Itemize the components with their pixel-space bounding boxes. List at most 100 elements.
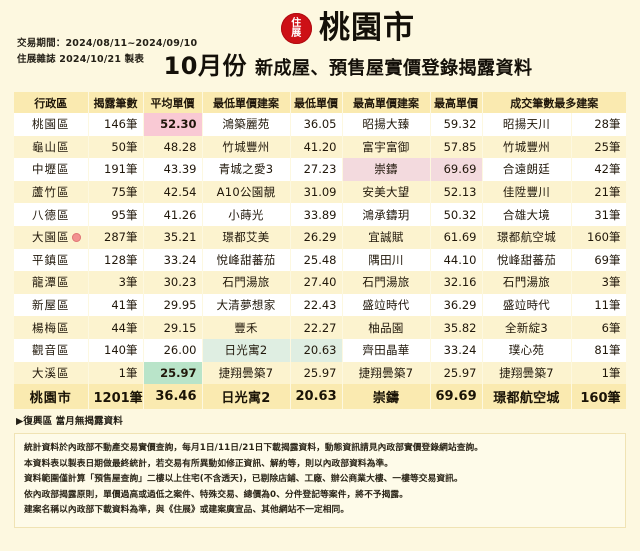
cell-highest-project: 捷翔曇築7	[341, 361, 430, 385]
cell-highest-price: 33.24	[430, 338, 482, 362]
cell-lowest-price: 41.20	[290, 135, 342, 159]
cell-district: 龜山區	[14, 135, 88, 159]
total-most-count: 160筆	[571, 384, 626, 410]
cell-count: 44筆	[88, 316, 143, 339]
cell-most-count: 1筆	[571, 361, 626, 385]
cell-district: 桃園區	[14, 113, 88, 136]
col-count: 揭露筆數	[88, 92, 144, 113]
cell-highest-project: 宜誠賦	[341, 225, 430, 249]
cell-most-count: 69筆	[571, 248, 626, 272]
cell-lowest-price: 25.97	[290, 361, 342, 385]
cell-district: 龍潭區	[14, 271, 88, 294]
cell-highest-project: 崇鑄	[341, 158, 430, 181]
report-header: 交易期間：2024/08/11~2024/09/10 住展雜誌 2024/10/…	[14, 0, 626, 92]
cell-district: 中壢區	[14, 158, 88, 181]
page-title: 桃園市	[319, 10, 415, 46]
cell-most-count: 6筆	[571, 316, 626, 339]
cell-avg-price: 41.26	[143, 203, 202, 226]
cell-most-project: 竹城豐州	[481, 135, 571, 159]
cell-lowest-price: 26.29	[290, 225, 342, 249]
table-row: 蘆竹區 75筆 42.54 A10公園靚 31.09 安美大望 52.13 佳陞豐川 21筆	[14, 180, 626, 204]
table-header-row: 行政區 揭露筆數 平均單價 最低單價建案 最低單價 最高單價建案 最高單價 成交…	[14, 92, 626, 113]
cell-avg-price: 29.95	[143, 293, 202, 317]
cell-highest-project: 盛竝時代	[341, 293, 430, 317]
cell-highest-project: 富宇富御	[341, 135, 430, 159]
cell-most-project: 璟都航空城	[481, 225, 571, 249]
total-lowest-project: 日光寓2	[201, 384, 290, 410]
no-data-note: ▶復興區 當月無揭露資料	[16, 416, 123, 428]
cell-highest-project: 昭揚大臻	[341, 113, 430, 136]
cell-avg-price: 25.97	[143, 361, 202, 385]
cell-most-project: 全新綻3	[481, 316, 571, 339]
cell-highest-price: 32.16	[430, 271, 482, 294]
cell-avg-price: 30.23	[143, 271, 202, 294]
total-most-project: 璟都航空城	[481, 384, 571, 410]
cell-lowest-project: 悅峰甜蕃茄	[201, 248, 290, 272]
publisher-date: 住展雜誌 2024/10/21 製表	[17, 54, 145, 65]
cell-highest-project: 安美大望	[341, 180, 430, 204]
table-row: 大園區 287筆 35.21 璟都艾美 26.29 宜誠賦 61.69 璟都航空城 160筆	[14, 225, 626, 249]
table-row: 龜山區 50筆 48.28 竹城豐州 41.20 富宇富御 57.85 竹城豐州 25筆	[14, 135, 626, 159]
cell-highest-project: 隅田川	[341, 248, 430, 272]
table-body: 桃園區 146筆 52.30 鴻築麗苑 36.05 昭揚大臻 59.32 昭揚天川 28筆 龜山區…	[14, 113, 626, 410]
cell-most-count: 160筆	[571, 225, 626, 249]
cell-lowest-price: 20.63	[290, 338, 342, 362]
cell-lowest-price: 25.48	[290, 248, 342, 272]
table-row: 觀音區 140筆 26.00 日光寓2 20.63 齊田晶華 33.24 璞心苑 81筆	[14, 338, 626, 362]
total-count: 1201筆	[88, 384, 143, 410]
cell-avg-price: 35.21	[143, 225, 202, 249]
cell-most-project: 悅峰甜蕃茄	[481, 248, 571, 272]
cell-most-project: 盛竝時代	[481, 293, 571, 317]
footnote-line: 本資料表以製表日期做最終統計，若交易有所異動如修正資訊、解約等，則以內政部資料為…	[24, 458, 394, 469]
cell-count: 146筆	[88, 113, 143, 136]
table-row: 桃園區 146筆 52.30 鴻築麗苑 36.05 昭揚大臻 59.32 昭揚天川 28筆	[14, 113, 626, 136]
total-highest-price: 69.69	[430, 384, 482, 410]
header-meta: 交易期間：2024/08/11~2024/09/10 住展雜誌 2024/10/…	[17, 36, 197, 68]
cell-highest-price: 57.85	[430, 135, 482, 159]
cell-lowest-price: 22.27	[290, 316, 342, 339]
cell-most-count: 3筆	[571, 271, 626, 294]
zhuzhan-logo-icon: 住 展	[281, 12, 312, 44]
cell-lowest-project: 璟都艾美	[201, 225, 290, 249]
footnote-line: 建案名稱以內政部下載資料為準，與《住展》或建案廣宣品、其他網站不一定相同。	[24, 505, 350, 516]
cell-count: 50筆	[88, 135, 143, 159]
col-most-transactions-project: 成交筆數最多建案	[481, 92, 626, 113]
cell-highest-project: 柚品園	[341, 316, 430, 339]
cell-most-project: 佳陞豐川	[481, 180, 571, 204]
cell-most-project: 石門湯旅	[481, 271, 571, 294]
table-row: 八德區 95筆 41.26 小蒔光 33.89 鴻承鑄玥 50.32 合雄大境 31筆	[14, 203, 626, 226]
cell-lowest-project: 日光寓2	[201, 338, 290, 362]
cell-highest-price: 52.13	[430, 180, 482, 204]
cell-most-count: 11筆	[571, 293, 626, 317]
table-total-row: 桃園市 1201筆 36.46 日光寓2 20.63 崇鑄 69.69 璟都航空城 160筆	[14, 384, 626, 410]
cell-district: 大溪區	[14, 361, 88, 385]
price-disclosure-table: 行政區 揭露筆數 平均單價 最低單價建案 最低單價 最高單價建案 最高單價 成交…	[14, 92, 627, 410]
table-row: 中壢區 191筆 43.39 青城之愛3 27.23 崇鑄 69.69 合遠朗廷 42筆	[14, 158, 626, 181]
table-row: 龍潭區 3筆 30.23 石門湯旅 27.40 石門湯旅 32.16 石門湯旅 3筆	[14, 271, 626, 294]
cell-lowest-price: 31.09	[290, 180, 342, 204]
cell-district: 觀音區	[14, 338, 88, 362]
footnotes-box: 統計資料於內政部不動產交易實價查詢，每月1日/11日/21日下載揭露資料，動態資…	[14, 433, 626, 528]
table-row: 楊梅區 44筆 29.15 豐禾 22.27 柚品園 35.82 全新綻3 6筆	[14, 316, 626, 339]
cell-avg-price: 29.15	[143, 316, 202, 339]
cell-lowest-project: 竹城豐州	[201, 135, 290, 159]
col-highest-price: 最高單價	[430, 92, 483, 113]
cell-highest-price: 61.69	[430, 225, 482, 249]
cell-district: 新屋區	[14, 293, 88, 317]
cell-most-project: 捷翔曇築7	[481, 361, 571, 385]
cell-highest-project: 石門湯旅	[341, 271, 430, 294]
cell-avg-price: 26.00	[143, 338, 202, 362]
cell-highest-price: 69.69	[430, 158, 482, 181]
cell-lowest-price: 33.89	[290, 203, 342, 226]
total-district: 桃園市	[14, 384, 88, 410]
cell-district: 蘆竹區	[14, 180, 88, 204]
cell-district: 八德區	[14, 203, 88, 226]
footnote-line: 依內政部揭露原則，單價過高或過低之案件、特殊交易、總價為0、分件登記等案件，將不…	[24, 489, 409, 500]
cell-most-project: 璞心苑	[481, 338, 571, 362]
cell-count: 140筆	[88, 338, 143, 362]
title-block: 住 展 桃園市 10月份 新成屋、預售屋實價登錄揭露資料	[14, 12, 626, 81]
total-lowest-price: 20.63	[290, 384, 342, 410]
cell-highest-price: 50.32	[430, 203, 482, 226]
cell-most-project: 合遠朗廷	[481, 158, 571, 181]
